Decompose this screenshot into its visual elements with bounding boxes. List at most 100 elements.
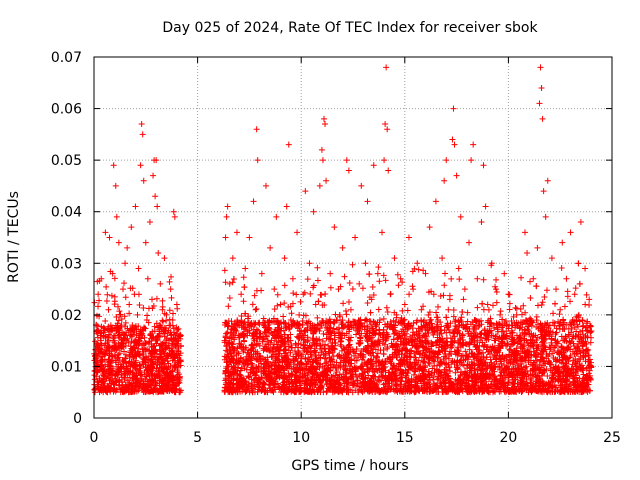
data-point <box>404 307 411 314</box>
data-point <box>106 352 113 359</box>
data-point <box>130 354 137 361</box>
data-point <box>114 326 121 333</box>
data-point <box>115 354 122 361</box>
data-point <box>497 308 504 315</box>
data-point <box>140 304 147 311</box>
data-point <box>249 301 256 308</box>
data-point <box>415 266 422 273</box>
data-point <box>146 341 153 348</box>
data-point <box>406 291 413 298</box>
data-point <box>485 306 492 313</box>
data-point <box>154 389 161 396</box>
data-point <box>556 311 563 318</box>
data-point <box>173 341 180 348</box>
data-point <box>164 351 171 358</box>
data-point <box>452 369 459 376</box>
data-point <box>156 380 163 387</box>
data-point <box>221 267 228 274</box>
data-point <box>446 292 453 299</box>
data-point <box>131 328 138 335</box>
data-point <box>121 280 128 287</box>
data-point <box>172 358 179 365</box>
data-point <box>119 385 126 392</box>
data-point <box>96 297 103 304</box>
data-point <box>293 291 300 298</box>
data-point <box>364 300 371 307</box>
data-point <box>140 381 147 388</box>
data-point <box>114 303 121 310</box>
data-point <box>177 335 184 342</box>
data-point <box>111 345 118 352</box>
data-point <box>558 333 565 340</box>
data-point <box>126 353 133 360</box>
data-point <box>141 324 148 331</box>
data-point <box>456 276 463 283</box>
data-point <box>142 373 149 380</box>
data-point <box>170 310 177 317</box>
data-point <box>153 295 160 302</box>
data-point <box>233 327 240 334</box>
data-point <box>558 264 565 271</box>
data-point <box>163 386 170 393</box>
data-point <box>100 324 107 331</box>
data-point <box>136 350 143 357</box>
data-point <box>375 306 382 313</box>
data-point <box>318 291 325 298</box>
data-point <box>161 324 168 331</box>
data-point <box>560 325 567 332</box>
data-point <box>104 345 111 352</box>
data-point <box>107 374 114 381</box>
data-point <box>133 323 140 330</box>
data-point <box>174 367 181 374</box>
data-point <box>437 293 444 300</box>
data-point <box>122 319 129 326</box>
data-point <box>240 274 247 281</box>
data-point <box>295 334 302 341</box>
data-point <box>380 272 387 279</box>
data-point <box>142 340 149 347</box>
data-point <box>124 365 131 372</box>
data-point <box>164 379 171 386</box>
data-point <box>131 345 138 352</box>
data-point <box>582 301 589 308</box>
data-point <box>145 305 152 312</box>
data-point <box>169 340 176 347</box>
data-point <box>147 381 154 388</box>
data-point <box>159 318 166 325</box>
data-point <box>550 310 557 317</box>
data-point <box>162 364 169 371</box>
data-point <box>280 313 287 320</box>
data-point <box>240 298 247 305</box>
data-point <box>158 348 165 355</box>
data-point <box>253 306 260 313</box>
data-point <box>156 371 163 378</box>
data-point <box>527 294 534 301</box>
data-point <box>159 317 166 324</box>
data-point <box>129 285 136 292</box>
data-point <box>161 333 168 340</box>
data-point <box>130 345 137 352</box>
data-point <box>159 385 166 392</box>
data-point <box>115 382 122 389</box>
data-point <box>131 388 138 395</box>
data-point <box>340 300 347 307</box>
data-point <box>119 357 126 364</box>
data-point <box>170 335 177 342</box>
data-point <box>112 347 119 354</box>
data-point <box>341 273 348 280</box>
data-point <box>103 283 110 290</box>
data-point <box>252 320 259 327</box>
data-point <box>323 389 330 396</box>
data-point <box>409 283 416 290</box>
data-point <box>142 389 149 396</box>
data-point <box>105 331 112 338</box>
data-point <box>116 381 123 388</box>
data-point <box>510 313 517 320</box>
data-point <box>534 302 541 309</box>
data-point <box>136 361 143 368</box>
data-point <box>147 366 154 373</box>
data-point <box>115 317 122 324</box>
data-point <box>107 369 114 376</box>
data-point <box>174 326 181 333</box>
data-point <box>122 371 129 378</box>
